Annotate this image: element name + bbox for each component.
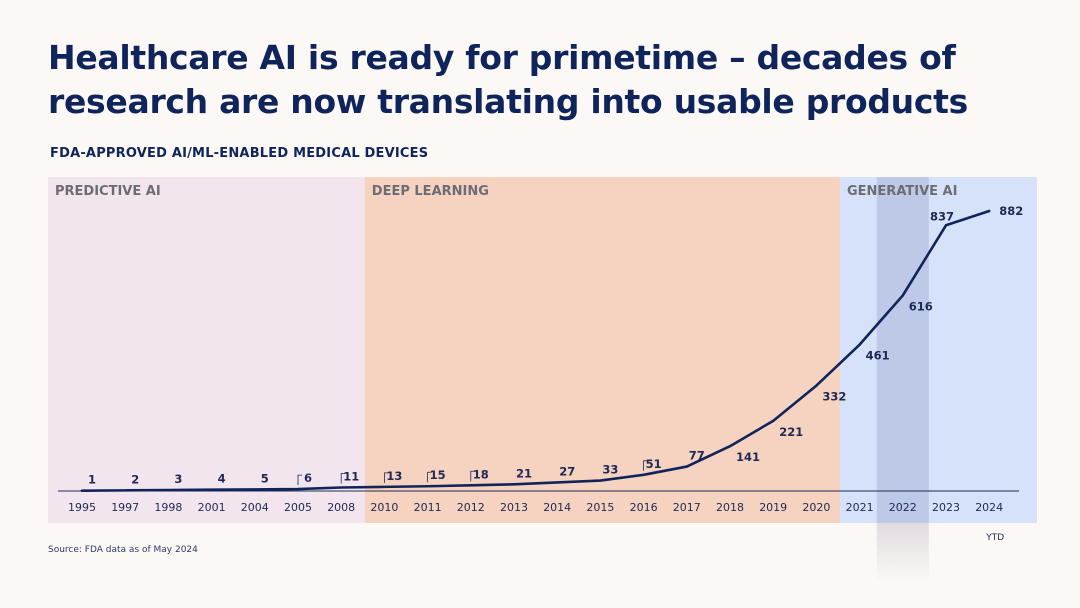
data-label-2012: 18: [473, 467, 489, 481]
predictive-ai-band: [48, 177, 365, 523]
data-label-2017: 77: [689, 449, 705, 463]
page-title: Healthcare AI is ready for primetime – d…: [48, 38, 968, 121]
x-tick-2014: 2014: [543, 501, 571, 514]
x-tick-2022: 2022: [889, 501, 917, 514]
data-label-2015: 33: [602, 463, 618, 477]
data-label-2022: 616: [909, 299, 933, 313]
x-tick-2024: 2024: [975, 501, 1003, 514]
data-label-2023: 837: [930, 209, 954, 223]
data-label-2020: 332: [822, 390, 846, 404]
data-label-bracket-2005: [297, 474, 302, 486]
data-label-2011: 15: [430, 468, 446, 482]
data-label-2021: 461: [866, 349, 890, 363]
data-label-2010: 13: [386, 469, 402, 483]
x-tick-2004: 2004: [241, 501, 269, 514]
data-label-1995: 1: [88, 473, 96, 487]
era-label-predictive-ai: PREDICTIVE AI: [55, 184, 161, 199]
data-label-2016: 51: [646, 457, 662, 471]
x-tick-2021: 2021: [846, 501, 874, 514]
x-tick-2008: 2008: [327, 501, 355, 514]
generative-ai-band: [840, 177, 1037, 523]
x-tick-2023: 2023: [932, 501, 960, 514]
data-label-1998: 3: [174, 472, 182, 486]
x-tick-2012: 2012: [457, 501, 485, 514]
data-label-bracket-2012: [470, 470, 475, 482]
data-label-2001: 4: [218, 472, 226, 486]
annotation-ytd: YTD: [985, 533, 1004, 543]
era-label-generative-ai: GENERATIVE AI: [847, 184, 957, 199]
x-tick-2013: 2013: [500, 501, 528, 514]
chart-subtitle: FDA-APPROVED AI/ML-ENABLED MEDICAL DEVIC…: [50, 146, 429, 161]
data-label-bracket-2016: [643, 460, 648, 471]
x-tick-1995: 1995: [68, 501, 96, 514]
x-tick-2015: 2015: [586, 501, 614, 514]
data-label-2014: 27: [559, 464, 575, 478]
x-tick-2005: 2005: [284, 501, 312, 514]
data-label-1997: 2: [131, 472, 139, 486]
deep-learning-band: [364, 177, 840, 523]
highlight-column-reflection: [876, 523, 929, 583]
x-tick-2010: 2010: [370, 501, 398, 514]
source-note: Source: FDA data as of May 2024: [48, 545, 198, 555]
x-tick-1997: 1997: [111, 501, 139, 514]
data-label-2013: 21: [516, 466, 532, 480]
data-label-2008: 11: [343, 470, 359, 484]
x-tick-2011: 2011: [414, 501, 442, 514]
x-tick-2001: 2001: [198, 501, 226, 514]
highlight-column-2022: [876, 177, 929, 523]
data-label-2005: 6: [304, 471, 312, 485]
data-label-bracket-2011: [427, 471, 432, 483]
era-label-deep-learning: DEEP LEARNING: [372, 184, 489, 199]
data-label-bracket-2010: [384, 472, 389, 483]
x-tick-2019: 2019: [759, 501, 787, 514]
data-label-2004: 5: [261, 471, 269, 485]
data-label-2024: 882: [999, 204, 1023, 218]
data-label-2018: 141: [736, 450, 760, 464]
x-tick-2017: 2017: [673, 501, 701, 514]
x-tick-1998: 1998: [154, 501, 182, 514]
x-tick-2018: 2018: [716, 501, 744, 514]
x-tick-2016: 2016: [630, 501, 658, 514]
data-label-bracket-2008: [340, 473, 346, 484]
data-label-2019: 221: [779, 425, 803, 439]
series-line: [80, 209, 991, 492]
x-tick-2020: 2020: [802, 501, 830, 514]
